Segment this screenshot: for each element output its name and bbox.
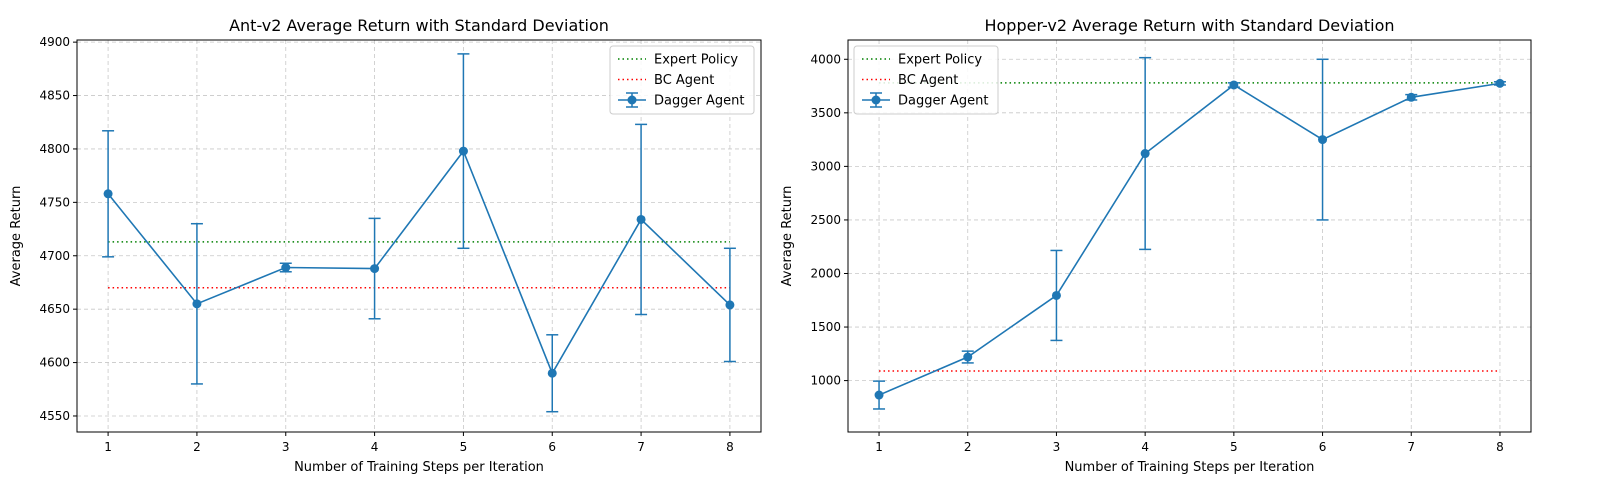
plot-frame — [76, 39, 762, 433]
dagger-agent-series — [102, 53, 736, 413]
data-point — [963, 352, 973, 362]
data-point — [874, 390, 884, 400]
y-tick-label: 4900 — [39, 35, 70, 49]
x-tick-label: 5 — [460, 440, 468, 454]
legend-box — [853, 45, 999, 115]
y-tick-label: 4000 — [810, 52, 841, 66]
legend-item: Expert Policy — [618, 53, 738, 68]
x-tick-label: 2 — [193, 440, 201, 454]
y-tick-label: 4600 — [39, 356, 70, 370]
data-point — [370, 264, 380, 274]
data-point — [1140, 149, 1150, 159]
legend: Expert Policy BC Agent Dagger Agent — [853, 45, 999, 115]
dagger-agent-line — [878, 82, 1501, 396]
x-tick-label: 6 — [548, 440, 556, 454]
x-tick-label: 6 — [1319, 440, 1327, 454]
legend-label: Dagger Agent — [898, 94, 988, 109]
x-tick-label: 1 — [875, 440, 883, 454]
legend-label: Expert Policy — [898, 53, 982, 68]
legend-swatch-marker — [871, 95, 881, 105]
y-tick-label: 4850 — [39, 89, 70, 103]
x-tick-label: 4 — [371, 440, 379, 454]
chart-title: Ant-v2 Average Return with Standard Devi… — [229, 16, 609, 35]
x-tick-label: 8 — [726, 440, 734, 454]
data-point — [1495, 78, 1505, 88]
dagger-agent-line — [107, 149, 731, 376]
y-tick-label: 2000 — [810, 266, 841, 280]
x-tick-label: 4 — [1141, 440, 1149, 454]
legend-box — [609, 45, 755, 115]
data-point — [458, 146, 468, 156]
legend-item: BC Agent — [618, 73, 714, 88]
legend-label: BC Agent — [654, 73, 714, 88]
legend-label: BC Agent — [898, 73, 958, 88]
data-point — [192, 299, 202, 309]
legend-swatch-marker — [627, 95, 637, 105]
x-tick-label: 1 — [104, 440, 112, 454]
x-axis-label: Number of Training Steps per Iteration — [294, 460, 544, 475]
hopper-v2-chart: Hopper-v2 Average Return with Standard D… — [780, 16, 1532, 475]
x-tick-label: 8 — [1496, 440, 1504, 454]
data-point — [1229, 80, 1239, 90]
legend-item: BC Agent — [862, 73, 958, 88]
legend-label: Expert Policy — [654, 53, 738, 68]
data-point — [281, 263, 291, 273]
data-point — [547, 368, 557, 378]
y-tick-label: 2500 — [810, 213, 841, 227]
y-tick-label: 4800 — [39, 142, 70, 156]
x-tick-label: 3 — [1053, 440, 1061, 454]
legend: Expert Policy BC Agent Dagger Agent — [609, 45, 755, 115]
dagger-agent-series — [873, 56, 1506, 410]
legend-item: Dagger Agent — [862, 92, 988, 109]
x-tick-label: 5 — [1230, 440, 1238, 454]
data-point — [1406, 92, 1416, 102]
legend-label: Dagger Agent — [654, 94, 744, 109]
x-axis-label: Number of Training Steps per Iteration — [1065, 460, 1315, 475]
legend-item: Dagger Agent — [618, 92, 744, 109]
data-point — [1318, 135, 1328, 145]
y-tick-label: 3500 — [810, 106, 841, 120]
y-tick-label: 4750 — [39, 195, 70, 209]
x-tick-label: 2 — [964, 440, 972, 454]
x-tick-label: 7 — [637, 440, 645, 454]
data-point — [1051, 290, 1061, 300]
plot-frame — [847, 39, 1532, 433]
x-tick-label: 3 — [282, 440, 290, 454]
data-point — [103, 189, 113, 199]
y-tick-label: 1500 — [810, 320, 841, 334]
data-point — [725, 300, 735, 310]
x-tick-label: 7 — [1407, 440, 1415, 454]
data-point — [636, 214, 646, 224]
y-tick-label: 4550 — [39, 409, 70, 423]
y-axis-label: Average Return — [9, 186, 24, 287]
chart-title: Hopper-v2 Average Return with Standard D… — [984, 16, 1394, 35]
legend-item: Expert Policy — [862, 53, 982, 68]
y-axis-label: Average Return — [780, 186, 795, 287]
y-tick-label: 4650 — [39, 302, 70, 316]
ant-v2-chart: Ant-v2 Average Return with Standard Devi… — [9, 16, 762, 475]
y-tick-label: 1000 — [810, 374, 841, 388]
y-tick-label: 3000 — [810, 159, 841, 173]
y-tick-label: 4700 — [39, 249, 70, 263]
